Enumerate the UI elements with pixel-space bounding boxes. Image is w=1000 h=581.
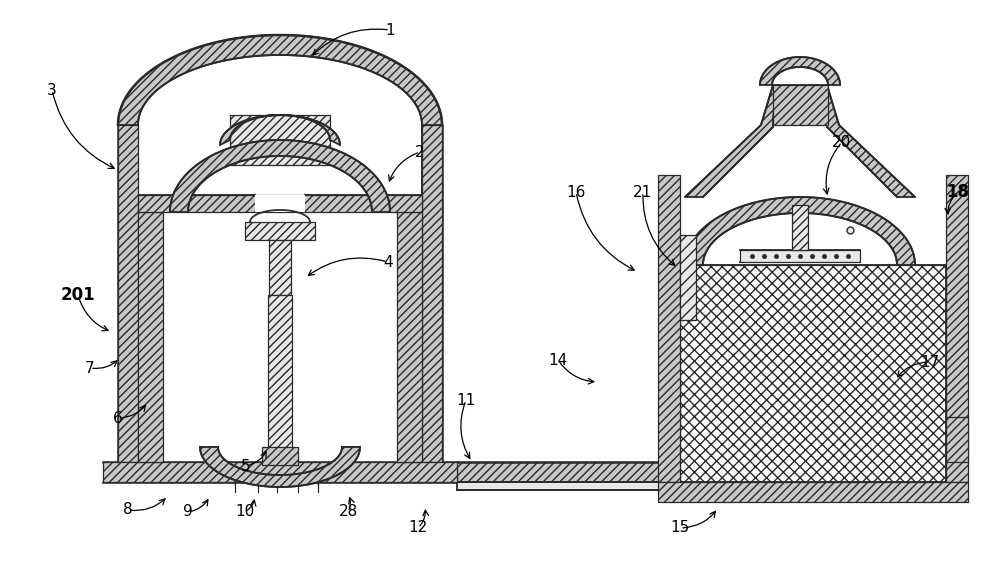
Bar bbox=[658, 175, 680, 482]
Text: 20: 20 bbox=[832, 134, 852, 149]
Text: 12: 12 bbox=[408, 521, 428, 536]
Polygon shape bbox=[170, 140, 390, 212]
Bar bbox=[422, 125, 442, 462]
Bar bbox=[245, 222, 315, 240]
Text: 15: 15 bbox=[670, 521, 690, 536]
Polygon shape bbox=[220, 115, 340, 145]
Bar bbox=[792, 205, 808, 250]
Bar bbox=[946, 417, 968, 462]
Text: 2: 2 bbox=[415, 145, 425, 160]
Polygon shape bbox=[457, 482, 760, 490]
Text: 1: 1 bbox=[385, 23, 395, 38]
Polygon shape bbox=[200, 447, 360, 487]
Bar bbox=[680, 235, 696, 320]
Bar bbox=[773, 85, 828, 125]
Text: 7: 7 bbox=[85, 360, 95, 375]
Polygon shape bbox=[760, 57, 840, 85]
Polygon shape bbox=[825, 85, 915, 197]
Text: 21: 21 bbox=[633, 185, 653, 199]
Bar bbox=[268, 295, 292, 452]
Bar bbox=[680, 265, 946, 482]
Bar bbox=[658, 482, 968, 502]
Text: 3: 3 bbox=[47, 83, 57, 98]
Text: 14: 14 bbox=[548, 353, 568, 368]
Bar bbox=[397, 212, 422, 462]
Text: 28: 28 bbox=[338, 504, 358, 519]
Polygon shape bbox=[685, 85, 775, 197]
Text: 6: 6 bbox=[113, 411, 123, 425]
Polygon shape bbox=[255, 195, 305, 212]
Bar bbox=[138, 195, 422, 212]
Text: 17: 17 bbox=[920, 354, 940, 370]
Bar bbox=[457, 462, 760, 482]
Bar bbox=[118, 125, 138, 462]
Text: 9: 9 bbox=[183, 504, 193, 519]
Bar bbox=[946, 175, 968, 482]
Text: 8: 8 bbox=[123, 503, 133, 518]
Text: 4: 4 bbox=[383, 254, 393, 270]
Text: 10: 10 bbox=[235, 504, 255, 519]
Bar bbox=[103, 462, 457, 482]
Bar bbox=[740, 250, 860, 262]
Text: 16: 16 bbox=[566, 185, 586, 199]
Text: 11: 11 bbox=[456, 393, 476, 407]
Polygon shape bbox=[118, 35, 442, 125]
Bar bbox=[230, 115, 330, 165]
Text: 201: 201 bbox=[61, 286, 95, 304]
Text: 18: 18 bbox=[946, 183, 969, 201]
Bar bbox=[262, 447, 298, 465]
Bar bbox=[138, 212, 163, 462]
Bar bbox=[269, 240, 291, 295]
Text: 5: 5 bbox=[241, 458, 251, 474]
Polygon shape bbox=[685, 197, 915, 265]
